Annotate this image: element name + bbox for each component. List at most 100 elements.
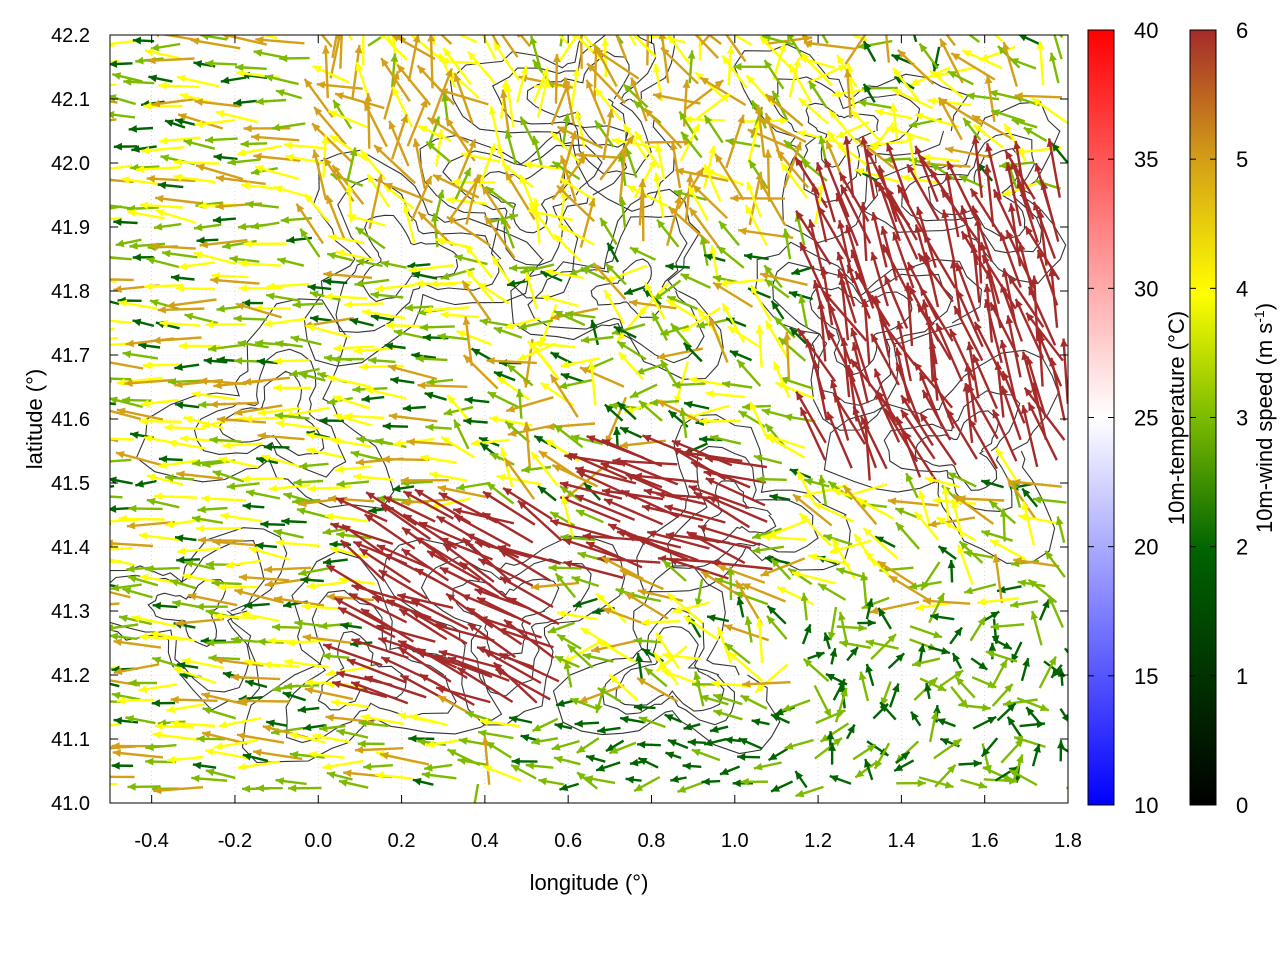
wind-vector-shaft: [1040, 13, 1062, 38]
wind-vector-shaft: [99, 378, 131, 379]
wind-vector-shaft: [63, 520, 111, 524]
wind-vector-head: [625, 26, 634, 35]
wind-vector-shaft: [91, 496, 122, 498]
wind-vector-head: [92, 206, 101, 214]
wind-vector-head: [495, 4, 503, 13]
wind-vector-head: [387, 27, 396, 35]
wind-vector-head: [360, 15, 369, 22]
wind-vector-head: [94, 518, 102, 526]
wind-vector-shaft: [80, 466, 110, 468]
wind-vector-head: [96, 406, 105, 414]
wind-vector-head: [80, 377, 88, 385]
wind-vector-head: [337, 8, 345, 17]
wind-vector: [80, 377, 111, 385]
wind-vector-head: [83, 61, 92, 69]
wind-vector-head: [661, 8, 669, 17]
wind-vector-head: [576, 25, 584, 34]
wind-vector-head: [432, 2, 440, 10]
wind-vector-head: [79, 560, 88, 568]
wind-vector-head: [388, 20, 396, 28]
wind-vector-head: [66, 250, 75, 258]
wind-vector: [80, 463, 110, 471]
wind-vector-head: [90, 342, 98, 350]
wind-vector-head: [603, 16, 611, 25]
wind-vector-head: [94, 546, 102, 554]
wind-vector-head: [491, 18, 499, 27]
wind-vector-shaft: [368, 93, 369, 148]
wind-vector-head: [83, 584, 92, 592]
wind-vector-head: [96, 580, 105, 588]
wind-vector-head: [63, 642, 71, 650]
wind-vector-head: [1051, 26, 1059, 35]
wind-vector: [63, 517, 111, 525]
wind-vector-head: [100, 458, 108, 466]
wind-vector-head: [811, 15, 819, 24]
wind-vector-head: [1040, 13, 1048, 22]
wind-vector-head: [926, 8, 934, 17]
wind-vector-head: [94, 357, 103, 365]
wind-vector-shaft: [69, 119, 117, 127]
wind-vector-head: [715, 19, 723, 28]
wind-vector-head: [644, 15, 652, 23]
wind-vector-head: [105, 624, 114, 632]
wind-vector-head: [89, 252, 97, 260]
wind-vector-shaft: [66, 248, 111, 255]
wind-vector-head: [69, 138, 78, 146]
wind-vector-head: [240, 28, 249, 36]
wind-vector-head: [94, 675, 103, 683]
wind-vector-head: [338, 17, 346, 25]
wind-vector-head: [69, 122, 78, 130]
wind-vector-head: [88, 434, 96, 442]
wind-vector-head: [84, 175, 92, 183]
wind-vector: [66, 248, 111, 258]
wind-vector-head: [94, 399, 102, 407]
wind-vector: [77, 328, 115, 336]
wind-vector-head: [86, 697, 94, 705]
wind-vector-head: [1074, 698, 1081, 707]
wind-vector-head: [616, 9, 623, 18]
wind-vector-head: [93, 166, 102, 174]
wind-vector-shaft: [63, 642, 110, 646]
wind-vector-head: [93, 484, 102, 492]
wind-vector-head: [488, 0, 496, 4]
wind-vector-head: [1071, 657, 1079, 666]
wind-vector-head: [105, 540, 113, 548]
wind-vector-shaft: [94, 548, 133, 550]
wind-vector-head: [63, 517, 71, 525]
wind-vector-head: [787, 2, 794, 11]
wind-vector-head: [972, 12, 981, 20]
wind-vector-head: [677, 10, 686, 18]
wind-vector-head: [101, 254, 109, 262]
wind-vector-shaft: [581, 20, 582, 69]
wind-vector-head: [560, 15, 568, 24]
wind-vector-head: [99, 679, 108, 687]
wind-vector-head: [302, 10, 310, 19]
wind-vector-shaft: [647, 15, 648, 66]
wind-vector-head: [570, 17, 578, 26]
wind-vector-shaft: [80, 381, 111, 382]
wind-vector-head: [577, 20, 585, 28]
wind-vector-head: [99, 375, 107, 383]
wind-vector-shaft: [86, 701, 122, 702]
wind-vector-head: [375, 5, 382, 14]
wind-vector: [331, 0, 353, 40]
wind-vector-head: [91, 492, 99, 500]
wind-vector-head: [81, 271, 90, 279]
wind-vector-head: [102, 40, 111, 48]
wind-vector-head: [412, 8, 421, 16]
wind-vector-head: [80, 463, 88, 471]
wind-vector-head: [696, 15, 704, 23]
wind-vector-head: [720, 27, 729, 34]
wind-vector-shaft: [77, 329, 115, 332]
wind-vector-head: [951, 21, 960, 29]
wind-vector-head: [908, 18, 916, 27]
wind-vector-head: [331, 0, 338, 9]
wind-vector-head: [93, 554, 102, 562]
wind-vector-shaft: [69, 141, 110, 146]
wind-vector-head: [359, 21, 367, 29]
wind-vector: [69, 119, 117, 129]
wind-vector-head: [96, 296, 105, 304]
wind-vector-head: [439, 26, 448, 33]
